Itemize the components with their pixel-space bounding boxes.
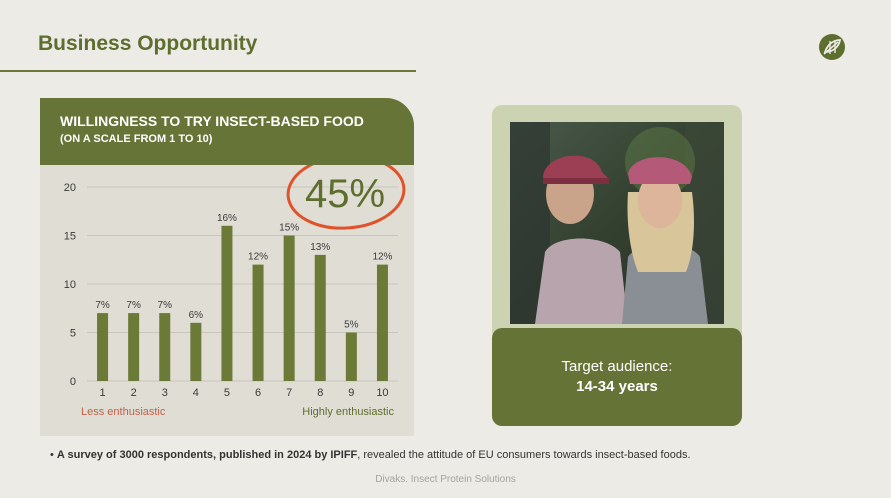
data-label-6: 12% [248, 252, 268, 263]
data-label-5: 16% [217, 213, 237, 224]
slide-title: Business Opportunity [38, 32, 258, 55]
data-label-3: 7% [158, 300, 173, 311]
axis-note-less-enthusiastic: Less enthusiastic [81, 406, 166, 418]
target-audience-card: Target audience: 14-34 years [492, 328, 742, 426]
bar-5 [221, 225, 233, 381]
bar-9 [345, 332, 357, 381]
bar-3 [159, 313, 171, 381]
labels: 0 5 10 15 20 7% 1 7% 2 7% 3 6% 4 16% 5 12% 6 15% 7 13% 8 5% 9 1… [64, 182, 393, 399]
x-tick-label-3: 3 [162, 387, 168, 399]
leaf-logo-icon [819, 34, 845, 60]
data-label-10: 12% [372, 252, 392, 263]
x-tick-label-2: 2 [131, 387, 137, 399]
data-label-1: 7% [95, 300, 110, 311]
highlight-circle [286, 165, 406, 230]
y-tick-label: 10 [64, 279, 76, 291]
data-label-9: 5% [344, 320, 359, 331]
bar-chart: 0 5 10 15 20 7% 1 7% 2 7% 3 6% 4 16% 5 12% 6 15% 7 13% 8 5% 9 1… [64, 165, 406, 418]
company-footer: Divaks. Insect Protein Solutions [375, 474, 516, 485]
target-audience-value: 14-34 years [576, 378, 658, 395]
data-label-4: 6% [189, 310, 204, 321]
chart-header: WILLINGNESS TO TRY INSECT-BASED FOOD (ON… [40, 98, 414, 165]
x-tick-label-8: 8 [317, 387, 323, 399]
chart-title: WILLINGNESS TO TRY INSECT-BASED FOOD [60, 113, 364, 129]
x-tick-label-4: 4 [193, 387, 199, 399]
x-tick-label-7: 7 [286, 387, 292, 399]
survey-footnote: • A survey of 3000 respondents, publishe… [50, 449, 691, 461]
bars [97, 225, 388, 381]
x-tick-label-10: 10 [376, 387, 388, 399]
survey-footnote-rest: , revealed the attitude of EU consumers … [357, 449, 691, 461]
bar-1 [97, 313, 109, 381]
target-audience-label: Target audience: [561, 358, 673, 375]
title-underline [0, 70, 416, 72]
x-tick-label-6: 6 [255, 387, 261, 399]
y-tick-label: 0 [70, 376, 76, 388]
bar-2 [128, 313, 140, 381]
x-tick-label-9: 9 [348, 387, 354, 399]
data-label-8: 13% [310, 242, 330, 253]
bar-6 [252, 264, 264, 381]
bar-4 [190, 322, 202, 381]
bar-8 [314, 254, 326, 381]
chart-card: WILLINGNESS TO TRY INSECT-BASED FOOD (ON… [40, 98, 414, 436]
y-tick-label: 15 [64, 231, 76, 243]
chart-subtitle: (ON A SCALE FROM 1 TO 10) [60, 133, 213, 145]
x-tick-label-1: 1 [99, 387, 105, 399]
y-tick-label: 20 [64, 182, 76, 194]
survey-footnote-bold: A survey of 3000 respondents, published … [56, 449, 358, 461]
axis-note-highly-enthusiastic: Highly enthusiastic [302, 406, 394, 418]
x-tick-label-5: 5 [224, 387, 230, 399]
data-label-2: 7% [126, 300, 141, 311]
target-audience-photo [510, 122, 724, 324]
y-tick-label: 5 [70, 328, 76, 340]
bar-10 [376, 264, 388, 381]
highlight-percentage: 45% [305, 172, 385, 216]
bar-7 [283, 235, 295, 381]
data-label-7: 15% [279, 223, 299, 234]
